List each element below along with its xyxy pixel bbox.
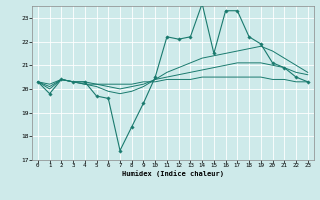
X-axis label: Humidex (Indice chaleur): Humidex (Indice chaleur) [122,170,224,177]
